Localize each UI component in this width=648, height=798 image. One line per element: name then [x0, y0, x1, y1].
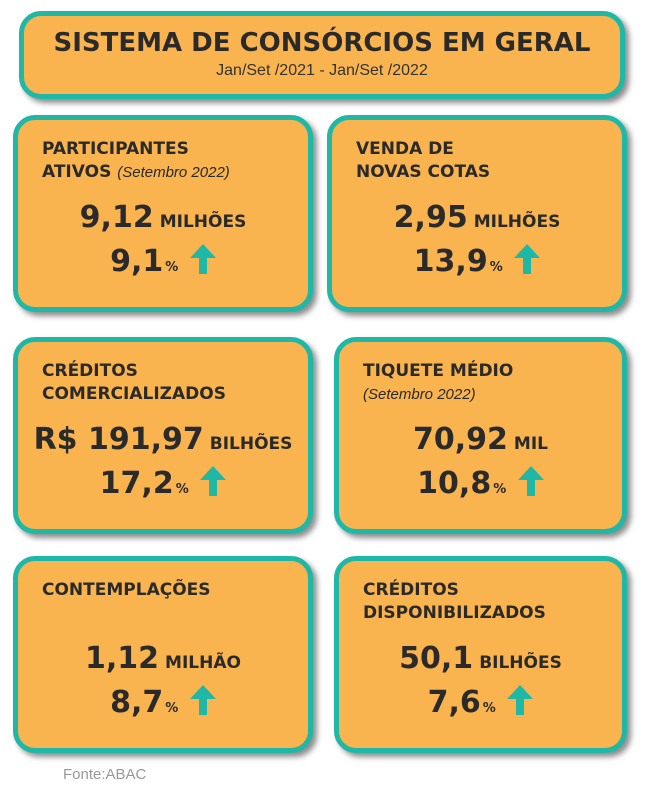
card-percent: 8,7%: [18, 685, 308, 720]
card-participantes-ativos: PARTICIPANTES ATIVOS (Setembro 2022) 9,1…: [13, 115, 313, 312]
card-percent: 7,6%: [339, 685, 622, 720]
card-label: CRÉDITOS COMERCIALIZADOS: [42, 361, 226, 404]
card-creditos-disponibilizados: CRÉDITOS DISPONIBILIZADOS 50,1 BILHÕES 7,…: [334, 556, 627, 753]
card-label: CRÉDITOS DISPONIBILIZADOS: [363, 580, 546, 623]
card-note: (Setembro 2022): [117, 164, 230, 181]
up-arrow-icon: [507, 685, 534, 715]
card-label: PARTICIPANTES ATIVOS (Setembro 2022): [42, 139, 230, 182]
card-tiquete-medio: TIQUETE MÉDIO (Setembro 2022) 70,92 MIL 1…: [334, 337, 627, 534]
card-label: VENDA DE NOVAS COTAS: [356, 139, 491, 182]
card-value: 2,95 MILHÕES: [393, 200, 561, 235]
card-percent: 10,8%: [339, 466, 622, 501]
up-arrow-icon: [189, 244, 216, 274]
card-contemplacoes: CONTEMPLAÇÕES 1,12 MILHÃO 8,7%: [13, 556, 313, 753]
header-panel: SISTEMA DE CONSÓRCIOS EM GERAL Jan/Set /…: [19, 11, 625, 99]
card-note: (Setembro 2022): [363, 386, 476, 403]
page-title: SISTEMA DE CONSÓRCIOS EM GERAL: [53, 28, 591, 58]
period-subtitle: Jan/Set /2021 - Jan/Set /2022: [216, 62, 428, 79]
card-venda-novas-cotas: VENDA DE NOVAS COTAS 2,95 MILHÕES 13,9%: [327, 115, 627, 312]
card-percent: 17,2%: [18, 466, 308, 501]
card-percent: 13,9%: [332, 244, 622, 279]
card-label: TIQUETE MÉDIO (Setembro 2022): [363, 361, 514, 403]
card-value: 1,12 MILHÃO: [85, 641, 241, 676]
up-arrow-icon: [514, 244, 541, 274]
card-value: R$ 191,97 BILHÕES: [33, 422, 293, 457]
up-arrow-icon: [189, 685, 216, 715]
source-note: Fonte:ABAC: [63, 766, 147, 783]
card-value: 50,1 BILHÕES: [399, 641, 562, 676]
card-value: 70,92 MIL: [413, 422, 548, 457]
card-label: CONTEMPLAÇÕES: [42, 580, 211, 600]
up-arrow-icon: [517, 466, 544, 496]
card-percent: 9,1%: [18, 244, 308, 279]
card-value: 9,12 MILHÕES: [79, 200, 247, 235]
card-creditos-comercializados: CRÉDITOS COMERCIALIZADOS R$ 191,97 BILHÕE…: [13, 337, 313, 534]
up-arrow-icon: [200, 466, 227, 496]
